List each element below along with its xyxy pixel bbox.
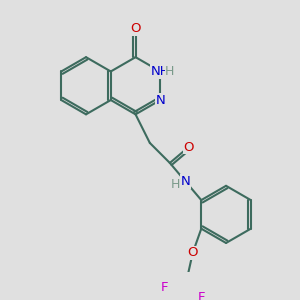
Text: F: F <box>197 291 205 300</box>
Text: NH: NH <box>151 65 170 78</box>
Text: O: O <box>183 141 194 154</box>
Text: O: O <box>188 247 198 260</box>
Text: O: O <box>130 22 141 35</box>
Text: H: H <box>170 178 180 191</box>
Text: F: F <box>160 281 168 294</box>
Text: H: H <box>165 65 175 78</box>
Text: N: N <box>181 175 190 188</box>
Text: N: N <box>155 94 165 106</box>
